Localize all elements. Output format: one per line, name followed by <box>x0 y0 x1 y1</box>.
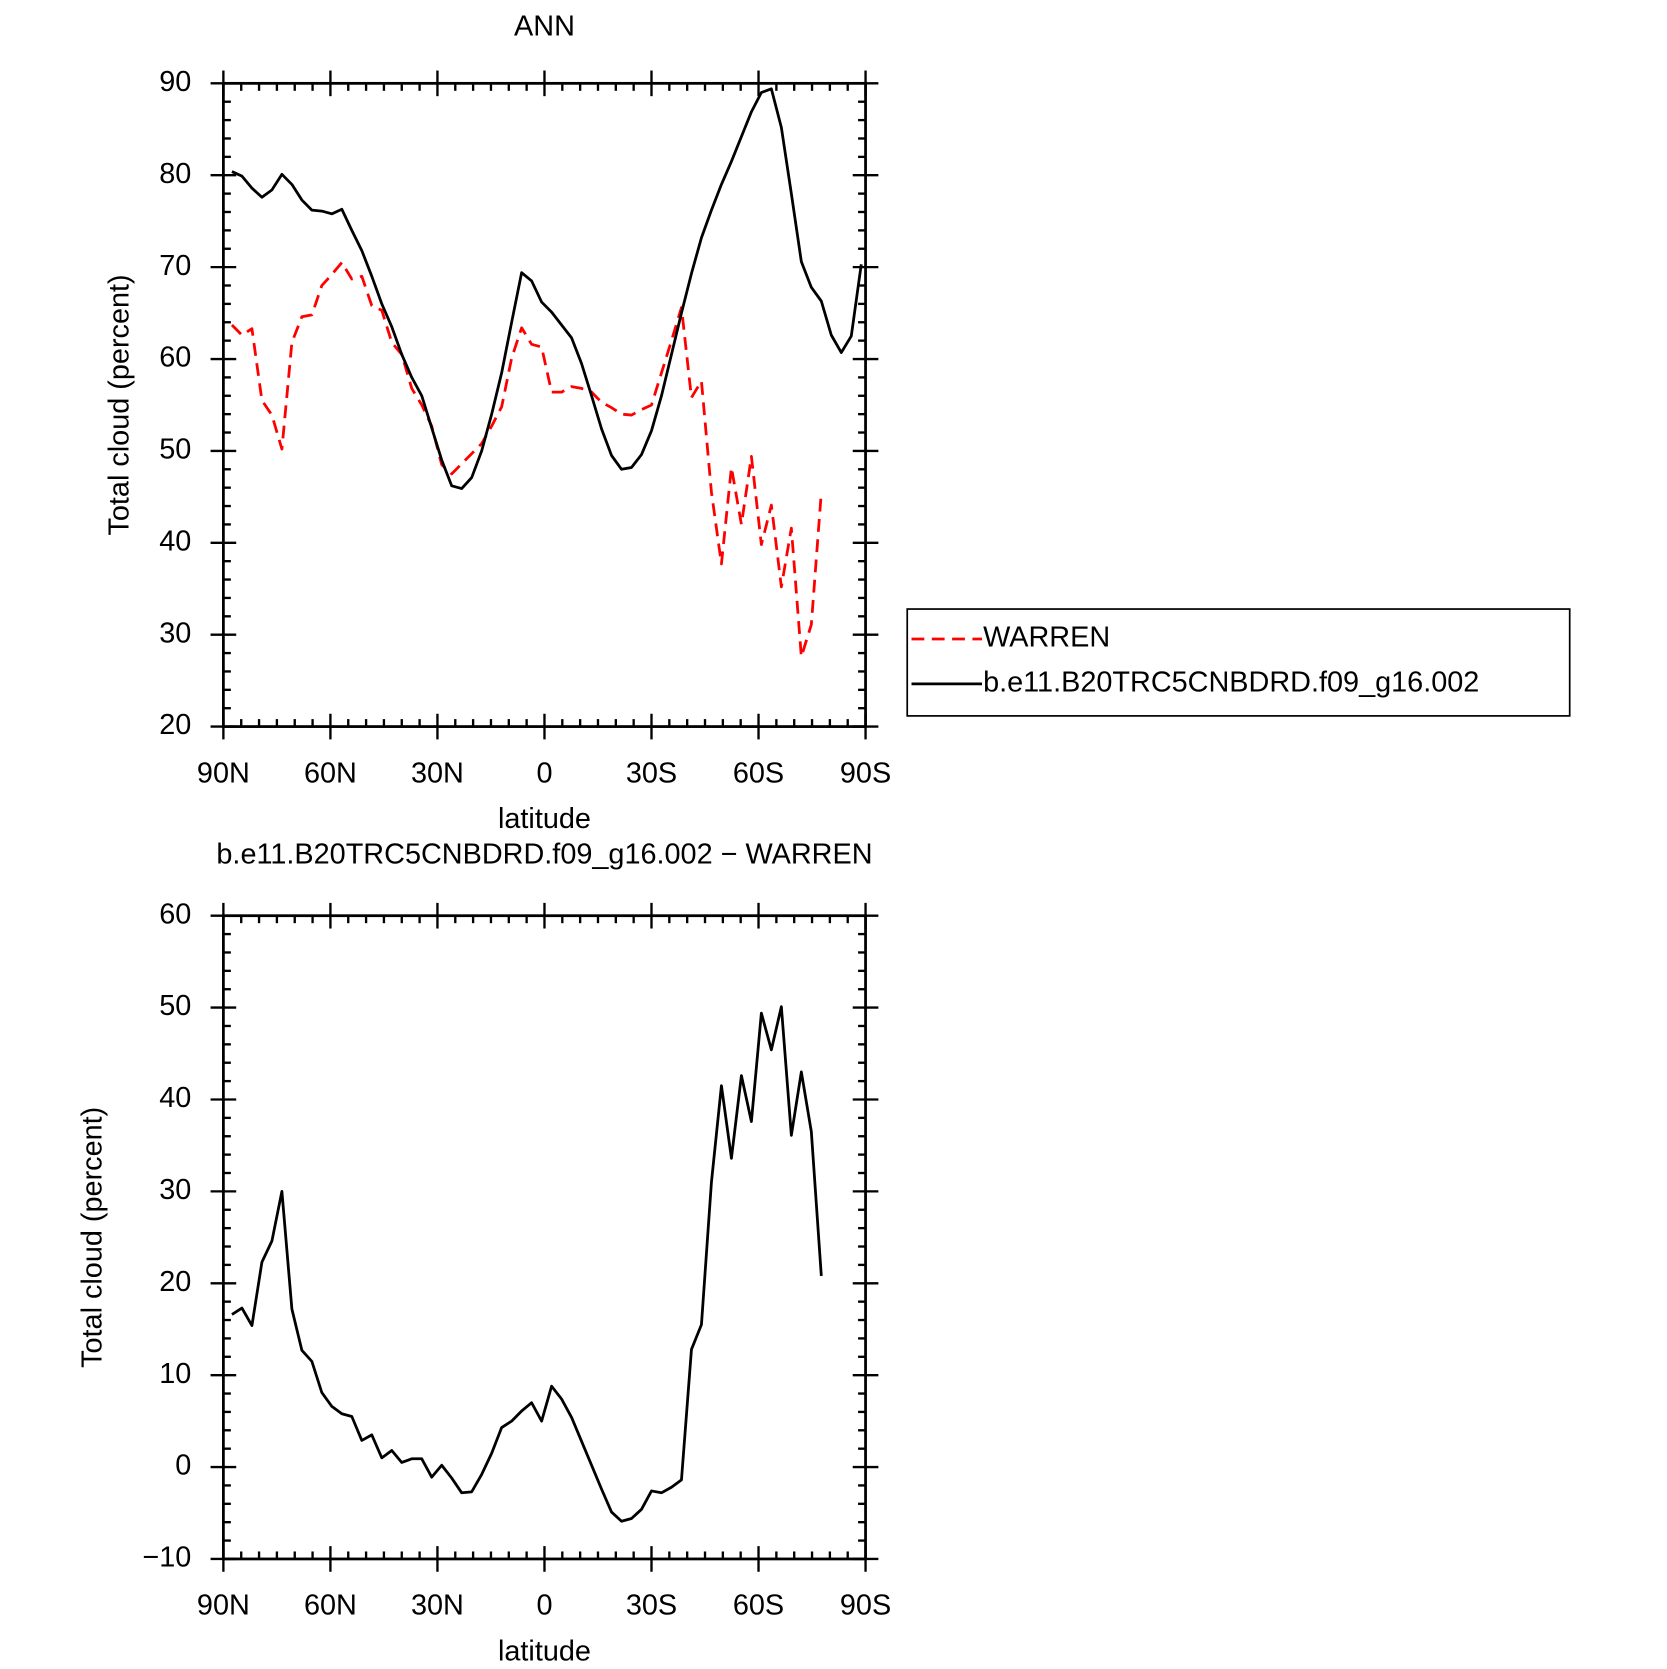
x-tick-label: 0 <box>536 1590 552 1622</box>
chart-title: ANN <box>514 10 575 42</box>
y-tick-label: 40 <box>159 525 191 557</box>
legend-label: b.e11.B20TRC5CNBDRD.f09_g16.002 <box>983 666 1479 698</box>
x-tick-label: 60S <box>733 1590 784 1622</box>
plot-frame <box>221 81 867 728</box>
x-axis-label: latitude <box>498 1636 591 1668</box>
chart-title: b.e11.B20TRC5CNBDRD.f09_g16.002 − WARREN <box>216 838 872 870</box>
y-tick-label: 30 <box>159 1174 191 1206</box>
y-tick-label: 70 <box>159 250 191 282</box>
y-tick-label: 20 <box>159 709 191 741</box>
data-line <box>231 1005 823 1523</box>
y-tick-label: 10 <box>159 1358 191 1390</box>
x-tick-label: 30N <box>411 1590 464 1622</box>
legend-box <box>906 608 1571 717</box>
x-tick-label: 90N <box>197 1590 250 1622</box>
y-tick-label: 50 <box>159 990 191 1022</box>
x-tick-label: 90S <box>840 1590 891 1622</box>
y-axis-label: Total cloud (percent) <box>103 274 135 535</box>
plot-frame <box>221 914 867 1561</box>
y-tick-label: 60 <box>159 342 191 374</box>
y-tick-label: 60 <box>159 898 191 930</box>
y-tick-label: −10 <box>142 1542 191 1574</box>
y-tick-label: 30 <box>159 617 191 649</box>
x-tick-label: 30S <box>626 757 677 789</box>
y-tick-label: 80 <box>159 158 191 190</box>
x-tick-label: 0 <box>536 757 552 789</box>
x-tick-label: 30N <box>411 757 464 789</box>
y-tick-label: 40 <box>159 1082 191 1114</box>
x-tick-label: 60N <box>304 757 357 789</box>
y-tick-label: 90 <box>159 66 191 98</box>
x-tick-label: 90S <box>840 757 891 789</box>
x-tick-label: 90N <box>197 757 250 789</box>
x-tick-label: 60N <box>304 1590 357 1622</box>
x-tick-label: 60S <box>733 757 784 789</box>
data-line <box>231 87 863 490</box>
y-tick-label: 20 <box>159 1266 191 1298</box>
x-tick-label: 30S <box>626 1590 677 1622</box>
y-tick-label: 50 <box>159 434 191 466</box>
x-axis-label: latitude <box>498 803 591 835</box>
y-axis-label: Total cloud (percent) <box>77 1107 109 1368</box>
legend-label: WARREN <box>983 622 1110 654</box>
y-tick-label: 0 <box>175 1450 191 1482</box>
data-line <box>230 261 823 659</box>
